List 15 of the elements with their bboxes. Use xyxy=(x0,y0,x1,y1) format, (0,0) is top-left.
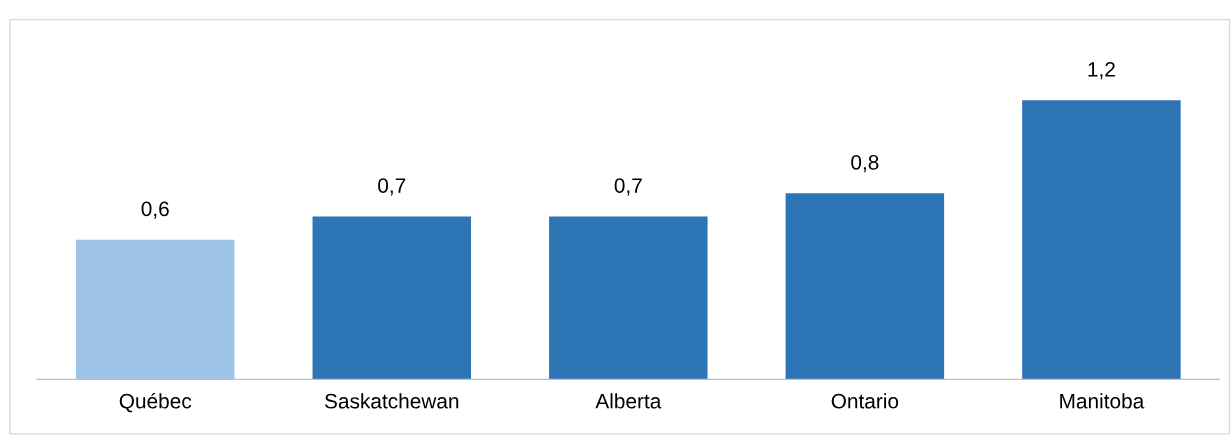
x-tick-label: Manitoba xyxy=(1060,393,1145,409)
bar xyxy=(1022,100,1181,380)
data-label: 1,2 xyxy=(1088,61,1115,80)
x-tick-label: Québec xyxy=(119,392,192,413)
data-label: 0,7 xyxy=(614,178,642,196)
x-tick-label: Alberta xyxy=(595,393,662,409)
data-label: 0,7 xyxy=(378,178,406,196)
bar xyxy=(75,239,235,380)
data-label: 0,6 xyxy=(141,201,169,219)
data-label: 0,8 xyxy=(851,154,879,173)
x-tick-label: Ontario xyxy=(831,393,899,409)
x-tick-label: Saskatchewan xyxy=(324,393,459,409)
bar xyxy=(549,216,708,380)
bar xyxy=(312,216,472,380)
bar xyxy=(785,193,945,380)
